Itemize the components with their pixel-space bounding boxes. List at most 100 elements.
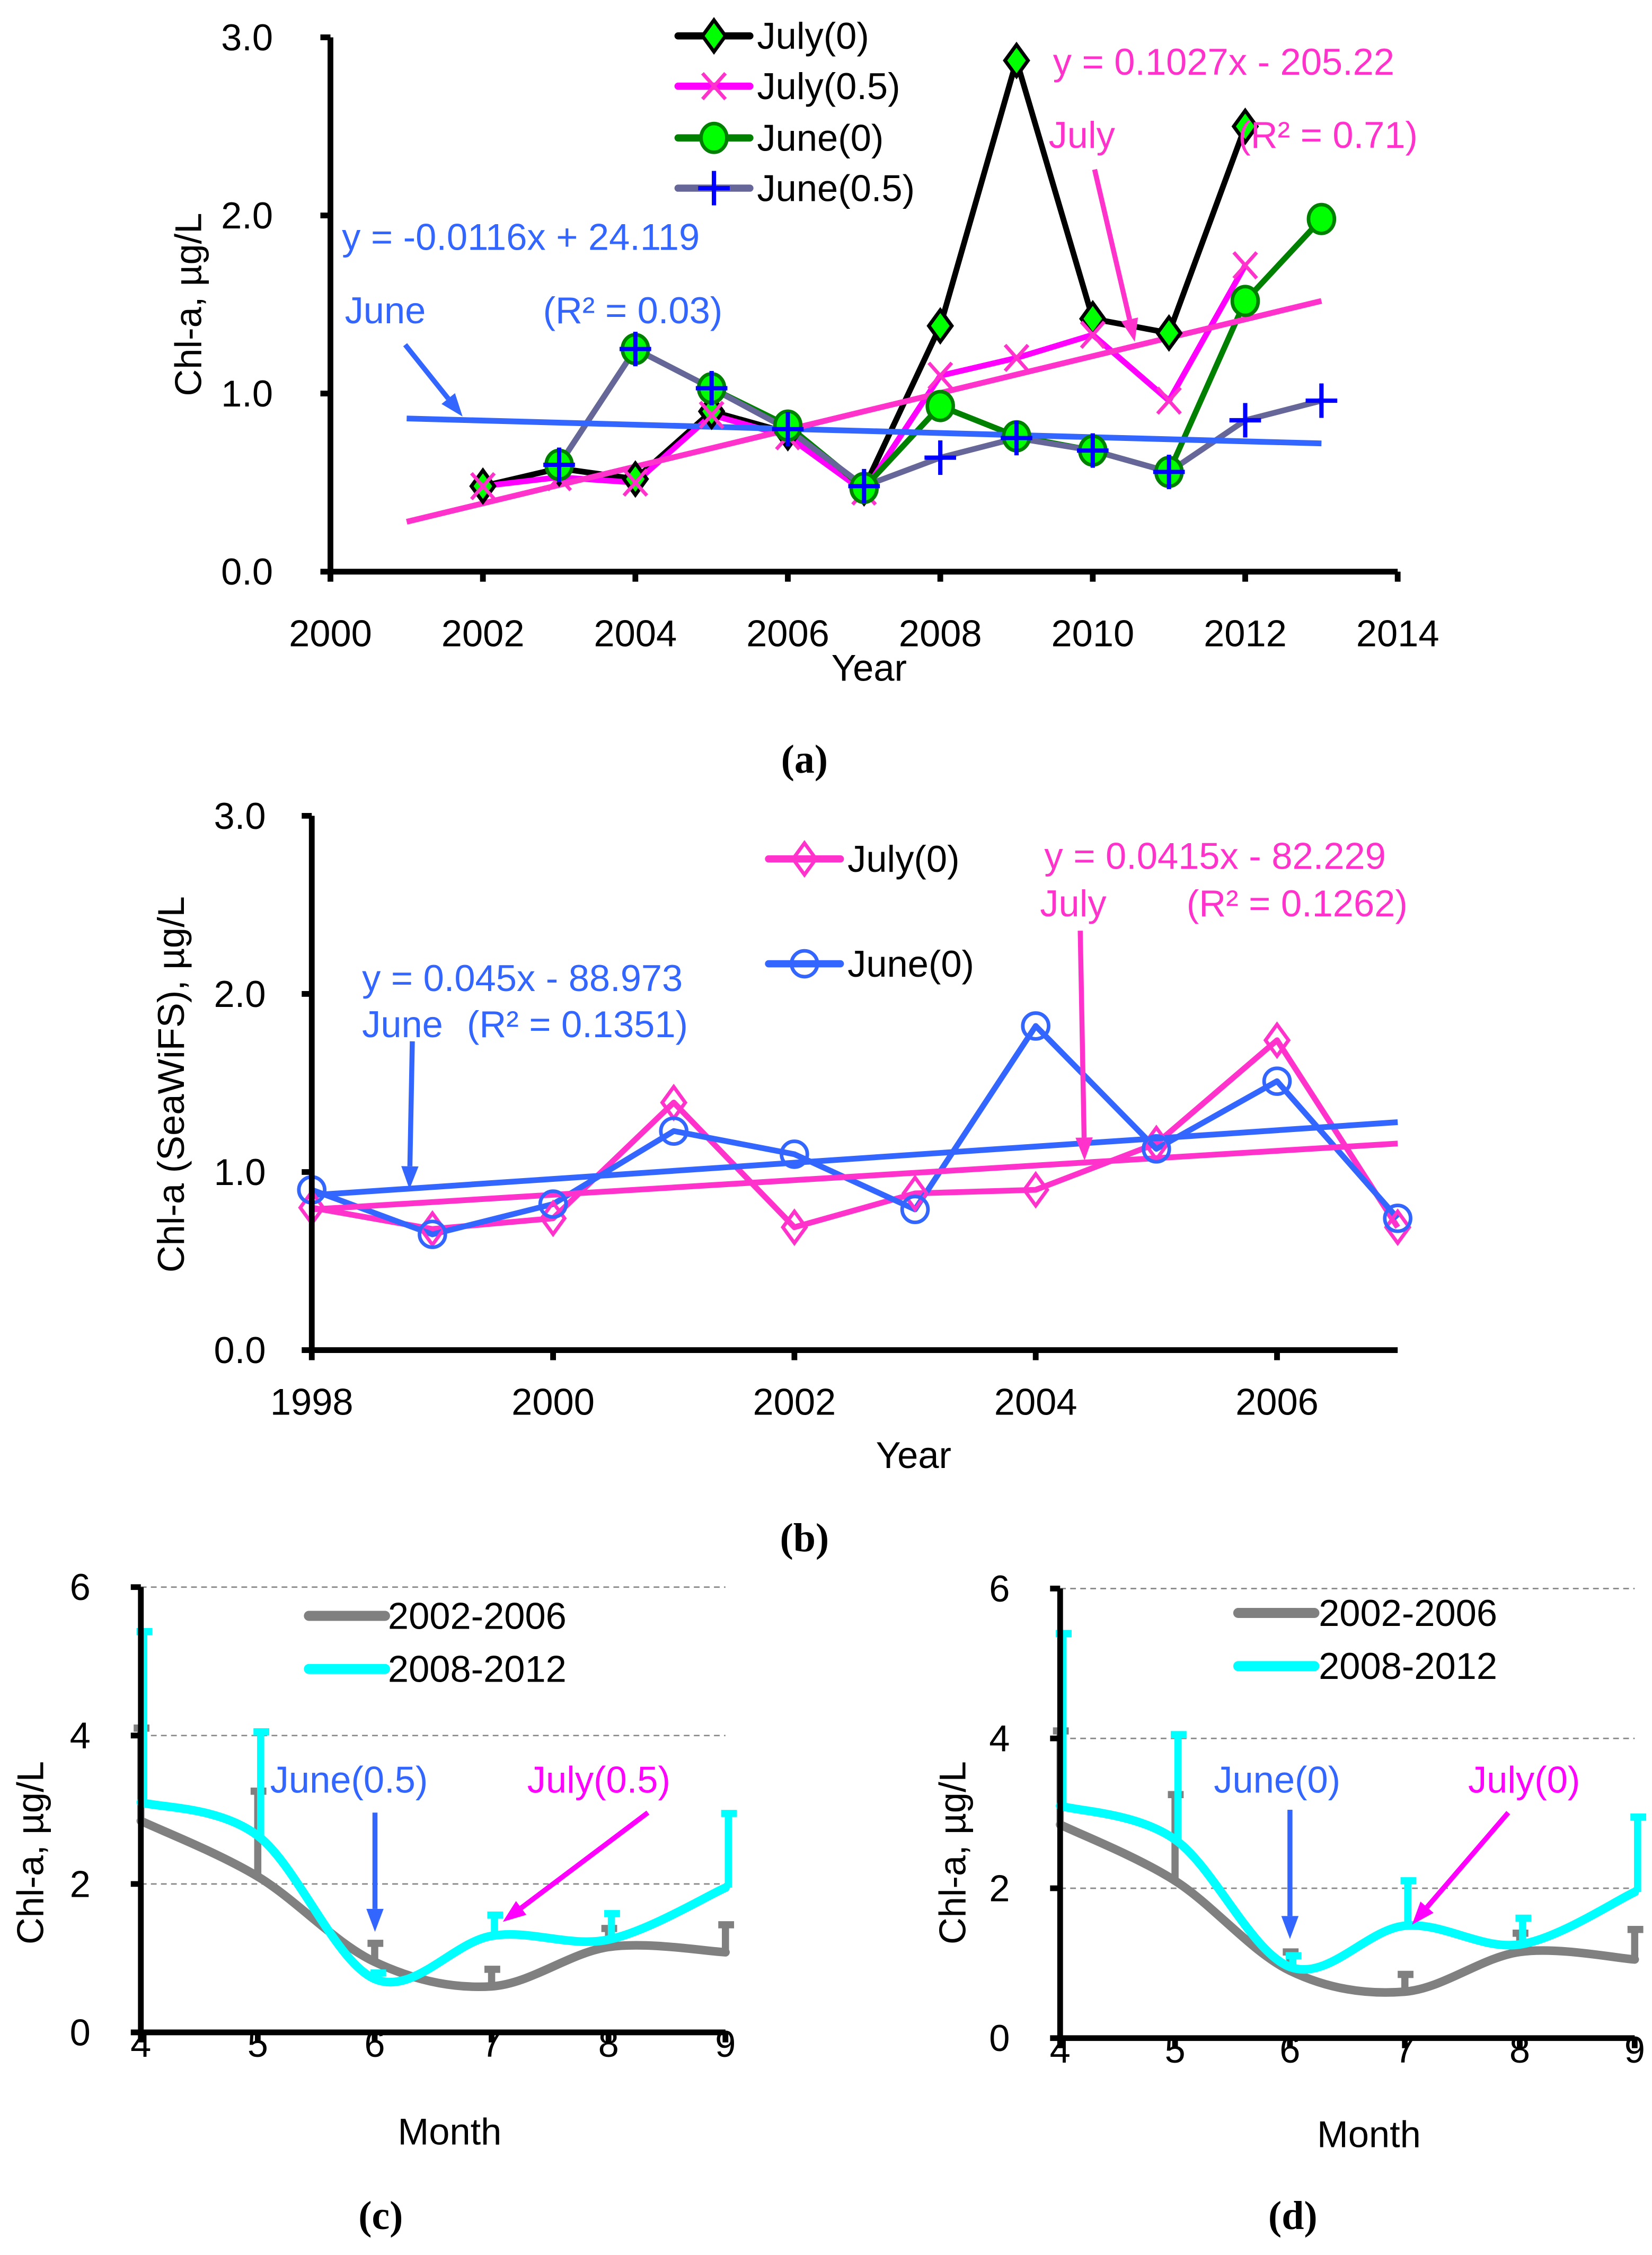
data-point xyxy=(538,1189,568,1219)
x-tick-label: 2000 xyxy=(511,1381,595,1423)
data-point xyxy=(925,390,955,422)
y-tick-label: 2 xyxy=(70,1863,91,1905)
data-point xyxy=(418,1219,447,1249)
data-point xyxy=(901,1174,929,1213)
trendline-july xyxy=(311,1140,1398,1213)
y-tick-label: 0 xyxy=(70,2011,91,2053)
x-stroke xyxy=(1156,386,1182,415)
data-point xyxy=(1001,421,1032,456)
x-tick-label: 9 xyxy=(1624,2029,1645,2071)
x-tick-label: 8 xyxy=(1509,2029,1530,2071)
x-stroke xyxy=(927,361,953,390)
x-tick-label: 4 xyxy=(1050,2029,1071,2071)
y-axis-label: Chl-a, µg/L xyxy=(167,213,209,396)
data-point xyxy=(622,468,649,497)
y-tick-label: 4 xyxy=(989,1718,1010,1759)
x-tick-label: 7 xyxy=(481,2023,502,2065)
legend-marker xyxy=(698,171,730,206)
arrow-shaft xyxy=(1077,931,1087,1138)
arrow-head xyxy=(1412,1902,1434,1925)
series-line xyxy=(136,1798,730,1987)
arrow-head xyxy=(1075,1137,1093,1161)
data-point xyxy=(1022,1171,1050,1209)
annotation-text: y = 0.045x - 88.973 xyxy=(362,957,683,999)
data-point xyxy=(1156,386,1182,415)
trendline-june xyxy=(311,1119,1398,1198)
y-tick-label: 0 xyxy=(989,2017,1010,2059)
data-point xyxy=(1262,1066,1292,1096)
x-tick-label: 5 xyxy=(1164,2029,1185,2071)
annotation-text: y = 0.0415x - 82.229 xyxy=(1044,835,1385,877)
data-point xyxy=(1079,299,1107,338)
x-tick-label: 5 xyxy=(248,2023,268,2065)
data-point xyxy=(1155,314,1183,352)
data-point xyxy=(1231,107,1259,146)
annotation-text: July(0) xyxy=(1468,1758,1580,1800)
trendline-june xyxy=(407,415,1322,447)
legend: 2002-2006 2008-2012 xyxy=(1233,1592,1497,1687)
series-july-0- xyxy=(311,1037,1400,1232)
arrow-shaft xyxy=(519,1810,650,1910)
annotation-text: (R² = 0.71) xyxy=(1238,114,1418,156)
data-point xyxy=(1003,343,1030,373)
data-point xyxy=(620,332,651,367)
data-point xyxy=(780,1139,809,1169)
legend-label: June(0) xyxy=(757,117,884,159)
x-tick-label: 2008 xyxy=(899,613,982,655)
x-tick-label: 2006 xyxy=(746,613,829,655)
data-point xyxy=(1153,454,1185,489)
panel-label: (a) xyxy=(781,737,828,782)
data-point xyxy=(1142,1125,1170,1163)
x-tick-label: 2004 xyxy=(594,613,677,655)
x-tick-label: 2002 xyxy=(441,613,525,655)
annotation-text: July xyxy=(1049,114,1116,156)
legend: 2002-2006 2008-2012 xyxy=(304,1595,567,1690)
chart-c: 0 2 4 6 4 5 6 7 8 9 Month Chl-a, µg/L 2002-2006 2008-… xyxy=(9,1566,737,2238)
x-tick-label: 2012 xyxy=(1204,613,1287,655)
x-tick-label: 2000 xyxy=(289,613,372,655)
x-stroke xyxy=(1003,343,1030,373)
chart-d: 0 2 4 6 4 5 6 7 8 9 Month Chl-a, µg/L 2002-2006 2008-… xyxy=(931,1568,1647,2238)
arrow-shaft xyxy=(1092,169,1132,320)
series-line xyxy=(311,1037,1400,1232)
series-line xyxy=(311,1023,1400,1237)
y-tick-label: 2.0 xyxy=(221,194,273,236)
data-point xyxy=(900,1195,930,1224)
data-point xyxy=(926,307,955,345)
x-tick-label: 8 xyxy=(598,2023,619,2065)
data-point xyxy=(1263,1021,1291,1059)
x-axis-label: Month xyxy=(1317,2113,1421,2155)
arrow-shaft xyxy=(407,1041,415,1166)
legend-label: July(0.5) xyxy=(757,65,900,107)
x-stroke xyxy=(1232,251,1258,280)
annotation-text: June xyxy=(362,1003,443,1045)
legend-marker xyxy=(790,840,818,878)
data-point xyxy=(1306,202,1337,235)
data-point xyxy=(1383,1204,1412,1233)
y-axis-label: Chl-a, µg/L xyxy=(931,1761,973,1944)
panel-label: (d) xyxy=(1268,2194,1318,2238)
y-tick-label: 2 xyxy=(989,1867,1010,1909)
x-tick-label: 9 xyxy=(715,2023,736,2065)
x-tick-label: 2014 xyxy=(1356,613,1439,655)
legend: July(0) July(0.5) June(0) June(0.5) xyxy=(674,15,915,209)
x-stroke xyxy=(470,472,496,500)
x-stroke xyxy=(701,72,727,101)
arrow-head xyxy=(441,393,463,417)
annotation-text: (R² = 0.1351) xyxy=(467,1003,688,1045)
arrow-head xyxy=(1121,317,1138,342)
annotation-text: (R² = 0.03) xyxy=(543,289,723,331)
x-stroke xyxy=(622,468,649,497)
data-point xyxy=(1384,1208,1412,1246)
data-point xyxy=(1232,251,1258,280)
y-axis-label: Chl-a (SeaWiFS), µg/L xyxy=(150,896,192,1272)
x-tick-label: 4 xyxy=(130,2023,151,2065)
data-point xyxy=(419,1210,446,1248)
y-tick-label: 4 xyxy=(70,1714,91,1756)
data-point xyxy=(1142,1134,1171,1164)
y-tick-label: 1.0 xyxy=(221,373,273,414)
x-tick-label: 2010 xyxy=(1051,613,1134,655)
y-tick-label: 0.0 xyxy=(221,551,273,593)
legend-label: 2002-2006 xyxy=(388,1595,567,1637)
